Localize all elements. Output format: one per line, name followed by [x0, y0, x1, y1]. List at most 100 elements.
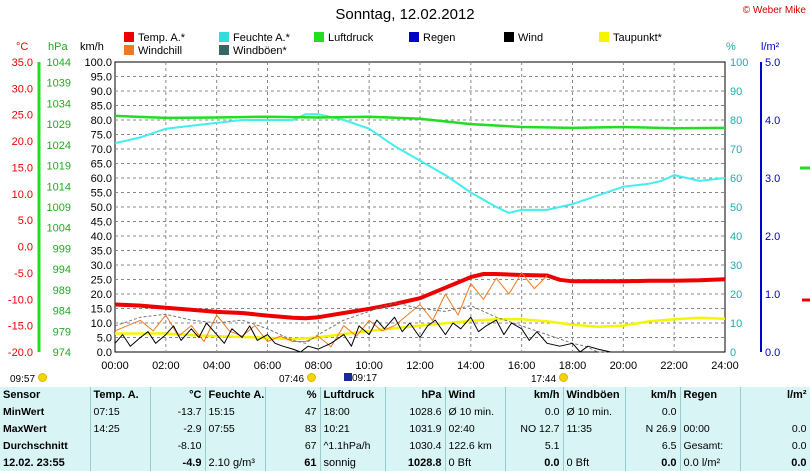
wind-tick-label: 90.0 [91, 86, 112, 98]
time-marker-left: 09:57 [10, 373, 47, 385]
wind-tick-label: 20.0 [91, 289, 112, 301]
stats-cell: -4.9 [150, 454, 206, 471]
legend-label-wind: Wind [518, 32, 544, 44]
stats-cell: 47 [265, 403, 321, 421]
series-line-wind [114, 316, 624, 353]
legend-label-gusts: Windböen* [233, 45, 287, 57]
stats-cell [740, 403, 810, 421]
wind-tick-label: 80.0 [91, 115, 112, 127]
pressure-tick-label: 1024 [47, 140, 71, 152]
stats-cell: Gesamt: [680, 437, 741, 455]
wind-tick-label: 65.0 [91, 159, 112, 171]
x-tick-label: 20:00 [610, 360, 638, 372]
axis-unit-temp: °C [16, 41, 29, 53]
temp-tick-label: 30.0 [12, 83, 33, 95]
axis-unit-humidity: % [726, 41, 736, 53]
pressure-tick-label: 979 [53, 326, 71, 338]
stats-cell: 0 Bft [445, 454, 506, 471]
humidity-tick-label: 40 [730, 231, 742, 243]
stats-cell: 0.0 [740, 454, 810, 471]
pressure-tick-label: 984 [53, 306, 71, 318]
stats-cell: 0.0 l/m² [680, 454, 741, 471]
stats-cell: 0.0 [505, 454, 564, 471]
pressure-tick-label: 999 [53, 243, 71, 255]
stats-cell: 02:40 [445, 420, 506, 438]
pressure-tick-label: 1014 [47, 181, 71, 193]
stats-cell: 07:55 [205, 420, 266, 438]
legend-swatch-gusts [219, 45, 229, 55]
time-marker-left-label: 09:57 [10, 374, 36, 385]
rain-tick-label: 0.0 [765, 347, 780, 359]
stats-cell: 12.02. 23:55 [0, 454, 91, 471]
wind-tick-label: 60.0 [91, 173, 112, 185]
moon-icon [344, 373, 352, 381]
sunrise-icon [306, 373, 316, 382]
sunset-label: 17:44 [531, 374, 557, 385]
rain-tick-label: 3.0 [765, 173, 780, 185]
x-tick-label: 24:00 [711, 360, 739, 372]
pressure-tick-label: 1034 [47, 98, 71, 110]
temp-tick-label: 20.0 [12, 136, 33, 148]
stats-header-cell: Luftdruck [320, 387, 386, 404]
stats-table: Sensor Temp. A. °C Feuchte A. % Luftdruc… [0, 387, 810, 471]
temp-tick-label: 10.0 [12, 189, 33, 201]
stats-cell: sonnig [320, 454, 386, 471]
x-tick-label: 10:00 [355, 360, 383, 372]
stats-header-cell: km/h [625, 387, 681, 404]
wind-tick-label: 95.0 [91, 72, 112, 84]
wind-tick-label: 35.0 [91, 246, 112, 258]
stats-header-cell: Regen [680, 387, 741, 404]
stats-cell: -2.9 [150, 420, 206, 438]
wind-tick-label: 0.0 [97, 347, 112, 359]
stats-cell: 0.0 [740, 437, 810, 455]
legend-temp: Temp. A.* [124, 32, 185, 44]
wind-tick-label: 45.0 [91, 217, 112, 229]
stats-header-cell: % [265, 387, 321, 404]
temp-tick-label: 25.0 [12, 110, 33, 122]
stats-cell: NO 12.7 [505, 420, 564, 438]
x-tick-label: 18:00 [559, 360, 587, 372]
humidity-tick-label: 90 [730, 86, 742, 98]
stats-header-cell: km/h [505, 387, 564, 404]
series-line-taupunkt [115, 316, 726, 341]
humidity-tick-label: 20 [730, 289, 742, 301]
stats-cell [563, 437, 626, 455]
legend-label-pressure: Luftdruck [328, 32, 374, 44]
temp-tick-label: 35.0 [12, 57, 33, 69]
legend-swatch-windchill [124, 45, 134, 55]
temp-tick-label: 0.0 [18, 242, 33, 254]
x-tick-label: 06:00 [254, 360, 282, 372]
legend-label-windchill: Windchill [138, 45, 183, 57]
temp-tick-label: 5.0 [18, 215, 33, 227]
stats-header-cell: Sensor [0, 387, 91, 404]
sun-icon [37, 373, 47, 382]
sunset-marker: 17:44 [531, 373, 568, 385]
axis-unit-wind: km/h [80, 41, 104, 53]
legend-rain: Regen [409, 32, 455, 44]
stats-cell: 10:21 [320, 420, 386, 438]
legend-swatch-dewpoint [599, 32, 609, 42]
wind-tick-label: 100.0 [84, 57, 112, 69]
stats-cell: 2.10 g/m³ [205, 454, 266, 471]
stats-header-cell: Wind [445, 387, 506, 404]
x-tick-label: 02:00 [152, 360, 180, 372]
x-tick-label: 04:00 [203, 360, 231, 372]
stats-cell: 1030.4 [385, 437, 446, 455]
stats-header-row: Sensor Temp. A. °C Feuchte A. % Luftdruc… [0, 387, 810, 404]
stats-header-cell: Windböen [563, 387, 626, 404]
legend-label-temp: Temp. A.* [138, 32, 186, 44]
pressure-tick-label: 989 [53, 285, 71, 297]
stats-cell: 14:25 [90, 420, 151, 438]
axis-unit-pressure: hPa [48, 41, 68, 53]
wind-tick-label: 70.0 [91, 144, 112, 156]
legend-label-rain: Regen [423, 32, 456, 44]
series-line-feuchte-a [114, 113, 726, 214]
stats-cell: Durchschnitt [0, 437, 91, 455]
stats-row-max: MaxWert 14:25 -2.9 07:55 83 10:21 1031.9… [0, 420, 810, 438]
chart-title: Sonntag, 12.02.2012 [335, 6, 475, 23]
rain-tick-label: 1.0 [765, 289, 780, 301]
stats-cell: 1031.9 [385, 420, 446, 438]
humidity-tick-label: 60 [730, 173, 742, 185]
series-line-windchill [114, 272, 548, 348]
stats-cell: 67 [265, 437, 321, 455]
